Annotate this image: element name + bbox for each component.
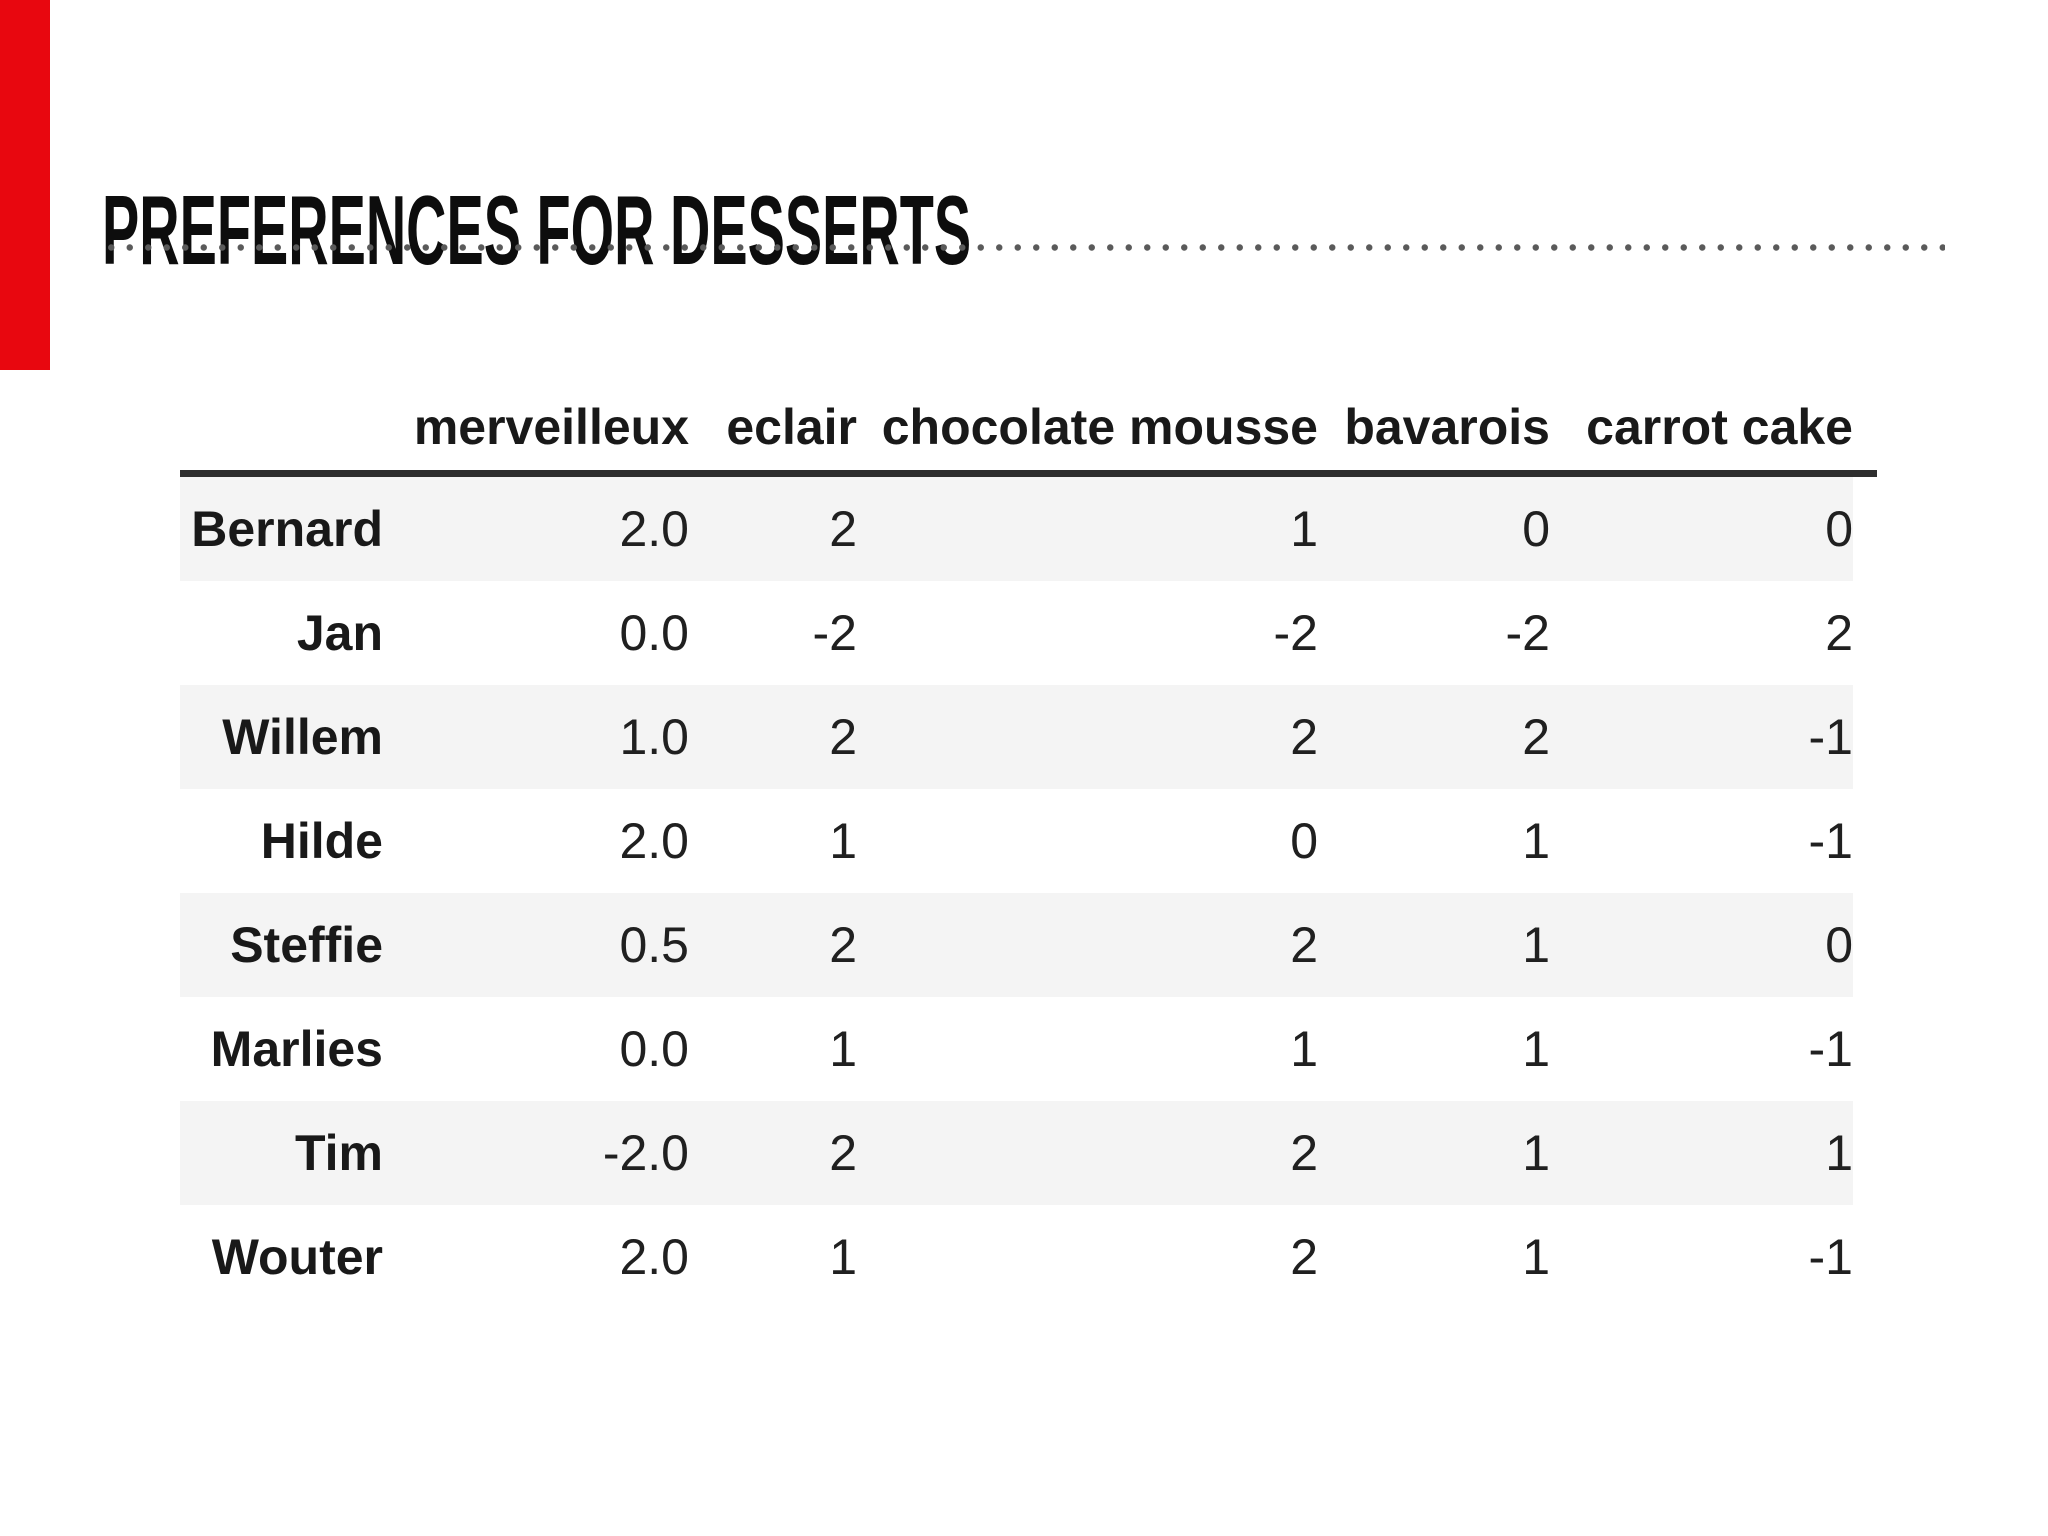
table-cell: 2 xyxy=(1290,1229,1318,1285)
table-cell: 1 xyxy=(1290,1021,1318,1077)
table-cell: 2 xyxy=(1522,709,1550,765)
table-row: Willem 1.0 2 2 2 -1 xyxy=(180,685,1853,789)
row-label: Willem xyxy=(222,709,383,765)
table-cell: -1 xyxy=(1808,1021,1853,1077)
table-header-row: merveilleux eclair chocolate mousse bava… xyxy=(180,384,1853,470)
table-cell: 0 xyxy=(1825,917,1853,973)
table-cell: 2 xyxy=(1290,1125,1318,1181)
table-cell: -2 xyxy=(1505,605,1550,661)
table-body: Bernard 2.0 2 1 0 0 Jan 0.0 -2 -2 -2 2 W… xyxy=(180,477,1853,1309)
table-cell: 1 xyxy=(1825,1125,1853,1181)
page-title: PREFERENCES FOR DESSERTS xyxy=(102,174,972,285)
table-cell: 2.0 xyxy=(619,1229,689,1285)
table-cell: 1 xyxy=(1522,1229,1550,1285)
table-cell: 2 xyxy=(829,917,857,973)
table-row: Hilde 2.0 1 0 1 -1 xyxy=(180,789,1853,893)
preferences-table: merveilleux eclair chocolate mousse bava… xyxy=(180,384,1877,1309)
table-cell: 2 xyxy=(1825,605,1853,661)
row-label: Bernard xyxy=(191,501,383,557)
table-row: Marlies 0.0 1 1 1 -1 xyxy=(180,997,1853,1101)
table-cell: 1 xyxy=(1522,1125,1550,1181)
table-cell: -1 xyxy=(1808,1229,1853,1285)
table-cell: 2 xyxy=(1290,709,1318,765)
table-cell: 2.0 xyxy=(619,501,689,557)
table-cell: 2.0 xyxy=(619,813,689,869)
table-cell: 1.0 xyxy=(619,709,689,765)
row-label: Steffie xyxy=(230,917,383,973)
row-label: Marlies xyxy=(210,1021,383,1077)
table-cell: 0.0 xyxy=(619,1021,689,1077)
table-cell: 1 xyxy=(829,1021,857,1077)
table-cell: 2 xyxy=(1290,917,1318,973)
column-header-chocolate-mousse: chocolate mousse xyxy=(881,399,1318,455)
table-cell: -2 xyxy=(1273,605,1318,661)
column-header-bavarois: bavarois xyxy=(1344,399,1550,455)
table-cell: -2 xyxy=(812,605,857,661)
table-row: Wouter 2.0 1 2 1 -1 xyxy=(180,1205,1853,1309)
column-header-carrot-cake: carrot cake xyxy=(1586,399,1853,455)
table-cell: -1 xyxy=(1808,709,1853,765)
table-row: Jan 0.0 -2 -2 -2 2 xyxy=(180,581,1853,685)
table-cell: 1 xyxy=(1522,917,1550,973)
table-cell: -1 xyxy=(1808,813,1853,869)
table-row: Bernard 2.0 2 1 0 0 xyxy=(180,477,1853,581)
row-label: Jan xyxy=(296,605,383,661)
table-cell: 2 xyxy=(829,501,857,557)
row-label: Wouter xyxy=(211,1229,383,1285)
header-empty xyxy=(180,456,383,470)
table-cell: 1 xyxy=(829,813,857,869)
dotted-divider xyxy=(102,243,1945,252)
table-cell: 1 xyxy=(1522,813,1550,869)
table-top-rule xyxy=(180,470,1877,477)
table-cell: 1 xyxy=(1522,1021,1550,1077)
row-label: Hilde xyxy=(260,813,383,869)
table-cell: 0.5 xyxy=(619,917,689,973)
table-cell: 0 xyxy=(1825,501,1853,557)
table-cell: 2 xyxy=(829,1125,857,1181)
table-row: Tim -2.0 2 2 1 1 xyxy=(180,1101,1853,1205)
column-header-eclair: eclair xyxy=(726,399,857,455)
column-header-merveilleux: merveilleux xyxy=(413,399,689,455)
table-row: Steffie 0.5 2 2 1 0 xyxy=(180,893,1853,997)
table-cell: 2 xyxy=(829,709,857,765)
table-cell: 0.0 xyxy=(619,605,689,661)
row-label: Tim xyxy=(295,1125,383,1181)
table-cell: 1 xyxy=(829,1229,857,1285)
table-cell: 0 xyxy=(1290,813,1318,869)
table-cell: 0 xyxy=(1522,501,1550,557)
red-accent-bar xyxy=(0,0,50,370)
table-cell: -2.0 xyxy=(602,1125,689,1181)
table-cell: 1 xyxy=(1290,501,1318,557)
